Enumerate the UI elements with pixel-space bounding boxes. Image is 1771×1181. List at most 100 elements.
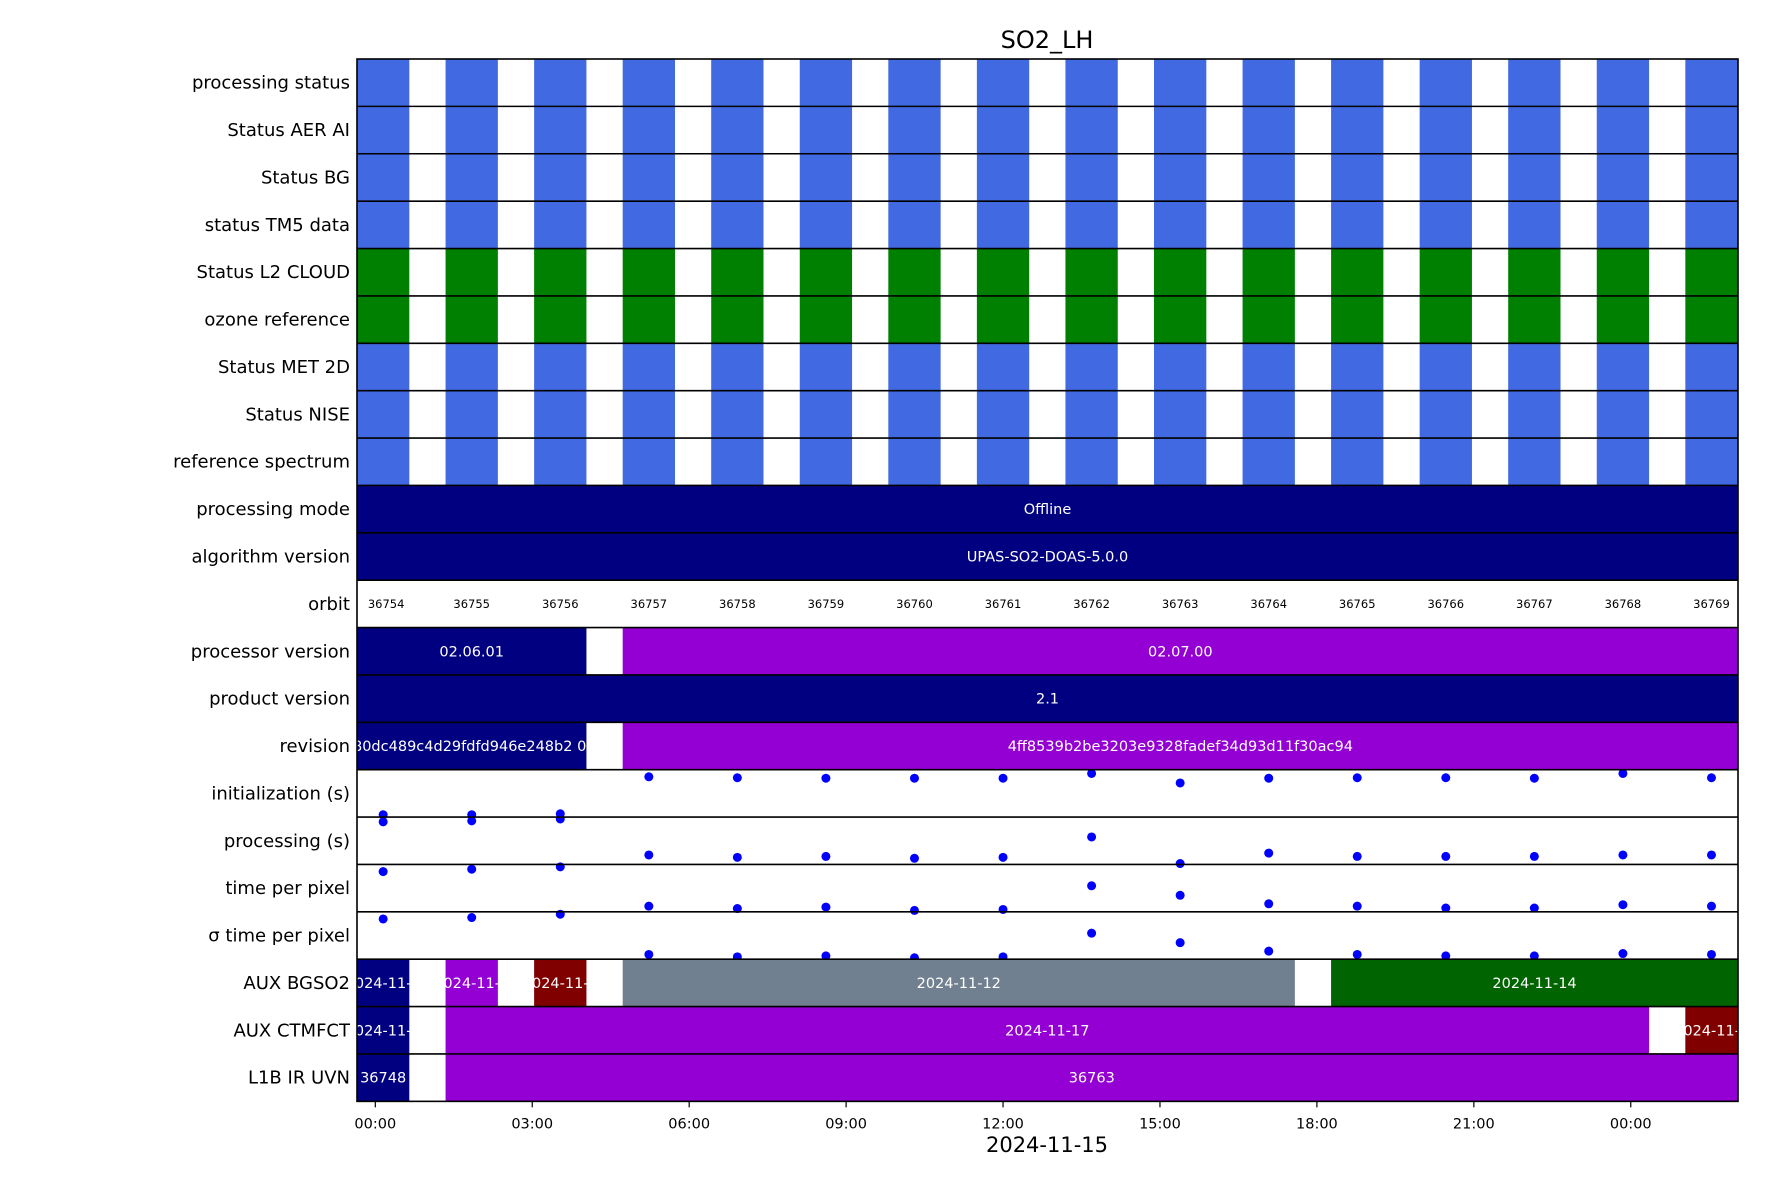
aux-bgso2-segment: [622, 959, 1295, 1007]
status-block: [357, 295, 410, 344]
scatter-point: [378, 817, 388, 827]
status-block: [445, 438, 498, 486]
row-status-tm5-data: [357, 201, 1738, 249]
row-label-status-bg: Status BG: [261, 167, 350, 188]
processing-mode-segment-label: Offline: [1024, 502, 1072, 518]
status-block: [622, 153, 675, 202]
orbit-number: 36755: [453, 597, 490, 611]
aux-bgso2-segment-label: 2024-11-1: [523, 976, 598, 992]
row-label-status-l2-cloud: Status L2 CLOUD: [197, 262, 350, 283]
orbit-number: 36756: [542, 597, 579, 611]
scatter-point: [644, 949, 654, 959]
status-block: [1596, 438, 1650, 486]
aux-bgso2-segment: [357, 959, 410, 1007]
status-block: [1419, 153, 1472, 202]
x-axis-label: 2024-11-15: [986, 1133, 1108, 1157]
status-block: [445, 248, 498, 296]
status-block: [622, 59, 675, 107]
row-processing-mode: Offline: [357, 485, 1738, 533]
scatter-point: [1441, 851, 1451, 861]
status-block: [1685, 106, 1738, 154]
aux-ctmfct-segment-label: 2024-11-1: [346, 1023, 421, 1039]
aux-bgso2-segment: [445, 959, 498, 1007]
status-block: [1154, 390, 1207, 439]
status-block: [357, 106, 410, 154]
status-block: [1596, 248, 1650, 296]
product-version-segment-label: 2.1: [1036, 692, 1059, 708]
status-block: [1419, 106, 1472, 154]
status-block: [1065, 201, 1118, 249]
scatter-point: [1706, 850, 1716, 860]
aux-ctmfct-segment: [445, 1006, 1650, 1054]
status-block: [622, 343, 675, 391]
status-block: [976, 295, 1030, 344]
x-tick-label: 03:00: [511, 1116, 553, 1132]
status-block: [1508, 153, 1561, 202]
row-status-bg: [357, 153, 1738, 202]
status-block: [1331, 153, 1384, 202]
row-label-ozone-reference: ozone reference: [204, 310, 350, 331]
row-revision: 4f80dc489c4d29fdfd946e248b2 036 4ff8539b2…: [339, 722, 1738, 770]
status-block: [534, 390, 587, 439]
revision-segment-label: 4f80dc489c4d29fdfd946e248b2 036: [339, 739, 605, 755]
row-label-processing-mode: processing mode: [196, 499, 350, 520]
scatter-point: [1087, 881, 1097, 891]
scatter-point: [1175, 938, 1185, 948]
status-block: [534, 343, 587, 391]
status-block: [1596, 295, 1650, 344]
revision-segment: [357, 722, 587, 770]
status-block: [1154, 343, 1207, 391]
processing-mode-segment: [357, 485, 1738, 533]
x-tick-label: 06:00: [668, 1116, 710, 1132]
status-block: [1065, 106, 1118, 154]
row-label-aux-ctmfct: AUX CTMFCT: [233, 1020, 351, 1041]
scatter-point: [644, 772, 654, 782]
scatter-point: [1618, 768, 1628, 778]
scatter-point: [378, 914, 388, 924]
scatter-point: [1441, 903, 1451, 913]
status-block: [357, 438, 410, 486]
status-block: [1685, 201, 1738, 249]
status-block: [445, 201, 498, 249]
l1b-ir-uvn-segment-label: 36748: [360, 1071, 406, 1087]
status-block: [1419, 201, 1472, 249]
status-block: [1154, 59, 1207, 107]
status-block: [976, 343, 1030, 391]
processor-version-segment: [357, 627, 587, 675]
status-block: [1596, 59, 1650, 107]
scatter-point: [1175, 890, 1185, 900]
row-label-processing-s: processing (s): [224, 831, 350, 852]
x-tick-label: 12:00: [982, 1116, 1024, 1132]
row-aux-bgso2: 2024-11-1 2024-11-1 2024-11-1 2024-11-12 202…: [346, 959, 1738, 1007]
status-block: [534, 438, 587, 486]
status-block: [1419, 59, 1472, 107]
status-block: [357, 248, 410, 296]
row-processor-version: 02.06.01 02.07.00: [357, 627, 1738, 675]
status-block: [534, 106, 587, 154]
revision-segment-label: 4ff8539b2be3203e9328fadef34d93d11f30ac94: [1008, 739, 1353, 755]
row-status-nise: [357, 390, 1738, 439]
status-block: [1242, 106, 1295, 154]
scatter-point: [1706, 949, 1716, 959]
x-tick-label: 00:00: [1610, 1116, 1652, 1132]
status-block: [888, 153, 941, 202]
status-block: [1154, 201, 1207, 249]
status-block: [1419, 295, 1472, 344]
row-label-status-aer-ai: Status AER AI: [227, 120, 350, 141]
status-block: [799, 390, 853, 439]
status-block: [1154, 153, 1207, 202]
row-label-product-version: product version: [209, 689, 350, 710]
x-tick-label: 21:00: [1453, 1116, 1495, 1132]
row-ozone-reference: [357, 295, 1738, 344]
status-block: [1065, 343, 1118, 391]
status-block: [1685, 248, 1738, 296]
scatter-point: [467, 913, 477, 923]
status-block: [888, 248, 941, 296]
scatter-point: [821, 902, 831, 912]
orbit-number: 36766: [1427, 597, 1464, 611]
status-block: [1242, 153, 1295, 202]
status-block: [1508, 438, 1561, 486]
status-block: [1419, 390, 1472, 439]
status-block: [1508, 201, 1561, 249]
